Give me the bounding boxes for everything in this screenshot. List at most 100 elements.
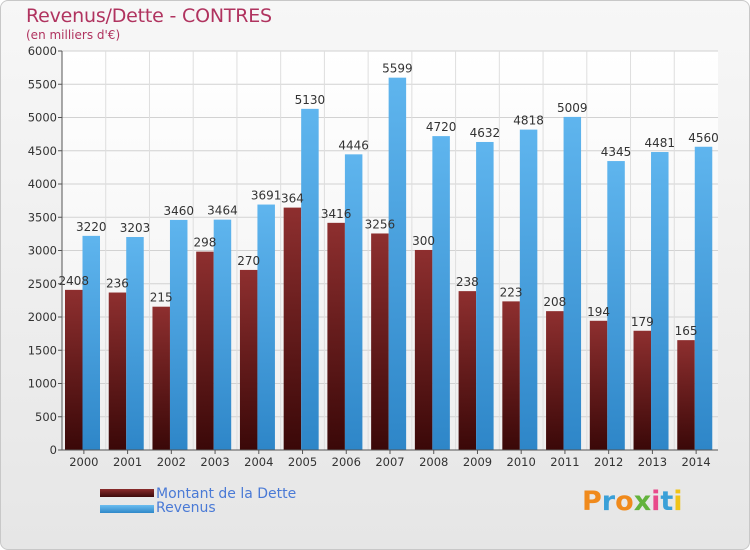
data-label-revenus: 5130 [295, 93, 326, 107]
bar-revenus [651, 152, 669, 451]
data-label-revenus: 3220 [76, 220, 107, 234]
data-label-revenus: 4818 [513, 114, 544, 128]
y-tick-label: 500 [35, 410, 57, 424]
bar-dette [414, 249, 433, 450]
bar-dette [502, 301, 520, 450]
logo-letter: P [582, 486, 602, 517]
x-tick-label: 2011 [550, 455, 579, 469]
logo-letter: i [651, 486, 661, 517]
data-label-revenus: 4481 [645, 136, 676, 150]
bar-dette [283, 207, 302, 450]
logo-letter: r [601, 486, 616, 517]
data-label-revenus: 4560 [688, 131, 719, 145]
data-label-revenus: 3691 [251, 189, 282, 203]
bar-dette [327, 222, 345, 450]
bar-revenus [169, 219, 188, 450]
data-label-dette: 238 [456, 275, 479, 289]
y-tick-label: 6000 [28, 44, 57, 58]
logo-letter: o [615, 486, 634, 517]
bar-revenus [213, 219, 232, 450]
legend-swatch-dette [100, 489, 154, 497]
data-label-revenus: 4446 [338, 138, 369, 152]
data-label-dette: 208 [543, 295, 566, 309]
logo-letter: t [660, 486, 674, 517]
legend-label-revenus: Revenus [156, 500, 216, 516]
y-tick-label: 2500 [28, 277, 57, 291]
bar-revenus [126, 237, 144, 450]
data-label-dette: 3256 [365, 217, 396, 231]
bar-dette [108, 292, 127, 450]
bar-dette [633, 330, 652, 450]
data-label-revenus: 4720 [426, 120, 457, 134]
bar-dette [546, 311, 564, 450]
data-label-dette: 236 [106, 277, 129, 291]
bar-dette [458, 291, 477, 450]
data-label-dette: 364 [281, 192, 304, 206]
x-tick-label: 2014 [681, 455, 710, 469]
y-tick-label: 3500 [28, 210, 57, 224]
bar-revenus [607, 161, 625, 450]
bar-dette [239, 269, 258, 450]
x-tick-label: 2010 [507, 455, 536, 469]
bar-revenus [519, 129, 538, 450]
y-tick-label: 5500 [28, 77, 57, 91]
data-label-dette: 215 [150, 291, 173, 305]
x-tick-label: 2007 [375, 455, 404, 469]
bar-revenus [344, 154, 363, 450]
y-tick-label: 0 [50, 443, 57, 457]
y-tick-label: 3000 [28, 244, 57, 258]
x-tick-label: 2005 [288, 455, 317, 469]
bar-dette [152, 306, 170, 450]
data-label-revenus: 3460 [163, 204, 194, 218]
bar-revenus [388, 77, 407, 450]
bar-dette [196, 251, 214, 450]
x-tick-label: 2006 [332, 455, 361, 469]
bar-revenus [694, 146, 713, 450]
data-label-dette: 3416 [321, 207, 352, 221]
chart-title: Revenus/Dette - CONTRES [26, 5, 272, 27]
logo-letter: x [633, 486, 652, 517]
data-label-revenus: 4632 [470, 126, 501, 140]
x-tick-label: 2000 [69, 455, 98, 469]
bar-revenus [563, 116, 582, 451]
data-label-revenus: 5599 [382, 62, 413, 76]
data-label-dette: 2408 [58, 274, 89, 288]
x-tick-label: 2009 [463, 455, 492, 469]
x-tick-label: 2008 [419, 455, 448, 469]
x-tick-label: 2003 [200, 455, 229, 469]
data-label-dette: 179 [631, 315, 654, 329]
data-label-dette: 165 [675, 324, 698, 338]
x-tick-label: 2002 [157, 455, 186, 469]
x-tick-label: 2012 [594, 455, 623, 469]
bar-dette [677, 340, 695, 450]
bar-dette [65, 289, 83, 450]
legend-swatch-revenus [100, 505, 154, 513]
legend-label-dette: Montant de la Dette [156, 486, 297, 502]
x-tick-label: 2001 [113, 455, 142, 469]
data-label-dette: 223 [500, 285, 523, 299]
chart-subtitle: (en milliers d'€) [26, 28, 121, 42]
data-label-dette: 194 [587, 305, 610, 319]
bar-revenus [476, 141, 494, 451]
data-label-revenus: 3203 [120, 221, 151, 235]
data-label-dette: 270 [237, 254, 260, 268]
proxiti-logo: Proxiti [582, 486, 683, 517]
logo-letter: i [673, 486, 683, 517]
x-tick-label: 2004 [244, 455, 273, 469]
bar-revenus [432, 136, 450, 450]
data-label-dette: 300 [412, 234, 435, 248]
y-tick-label: 1500 [28, 343, 57, 357]
bar-dette [371, 233, 389, 450]
y-tick-label: 4000 [28, 177, 57, 191]
data-label-revenus: 5009 [557, 101, 588, 115]
bar-revenus [257, 204, 275, 450]
data-label-dette: 298 [193, 236, 216, 250]
x-tick-label: 2013 [638, 455, 667, 469]
data-label-revenus: 4345 [601, 145, 632, 159]
y-tick-label: 5000 [28, 111, 57, 125]
y-tick-label: 4500 [28, 144, 57, 158]
bar-revenus [301, 108, 319, 450]
bar-revenus [82, 235, 100, 450]
bar-dette [589, 320, 608, 450]
